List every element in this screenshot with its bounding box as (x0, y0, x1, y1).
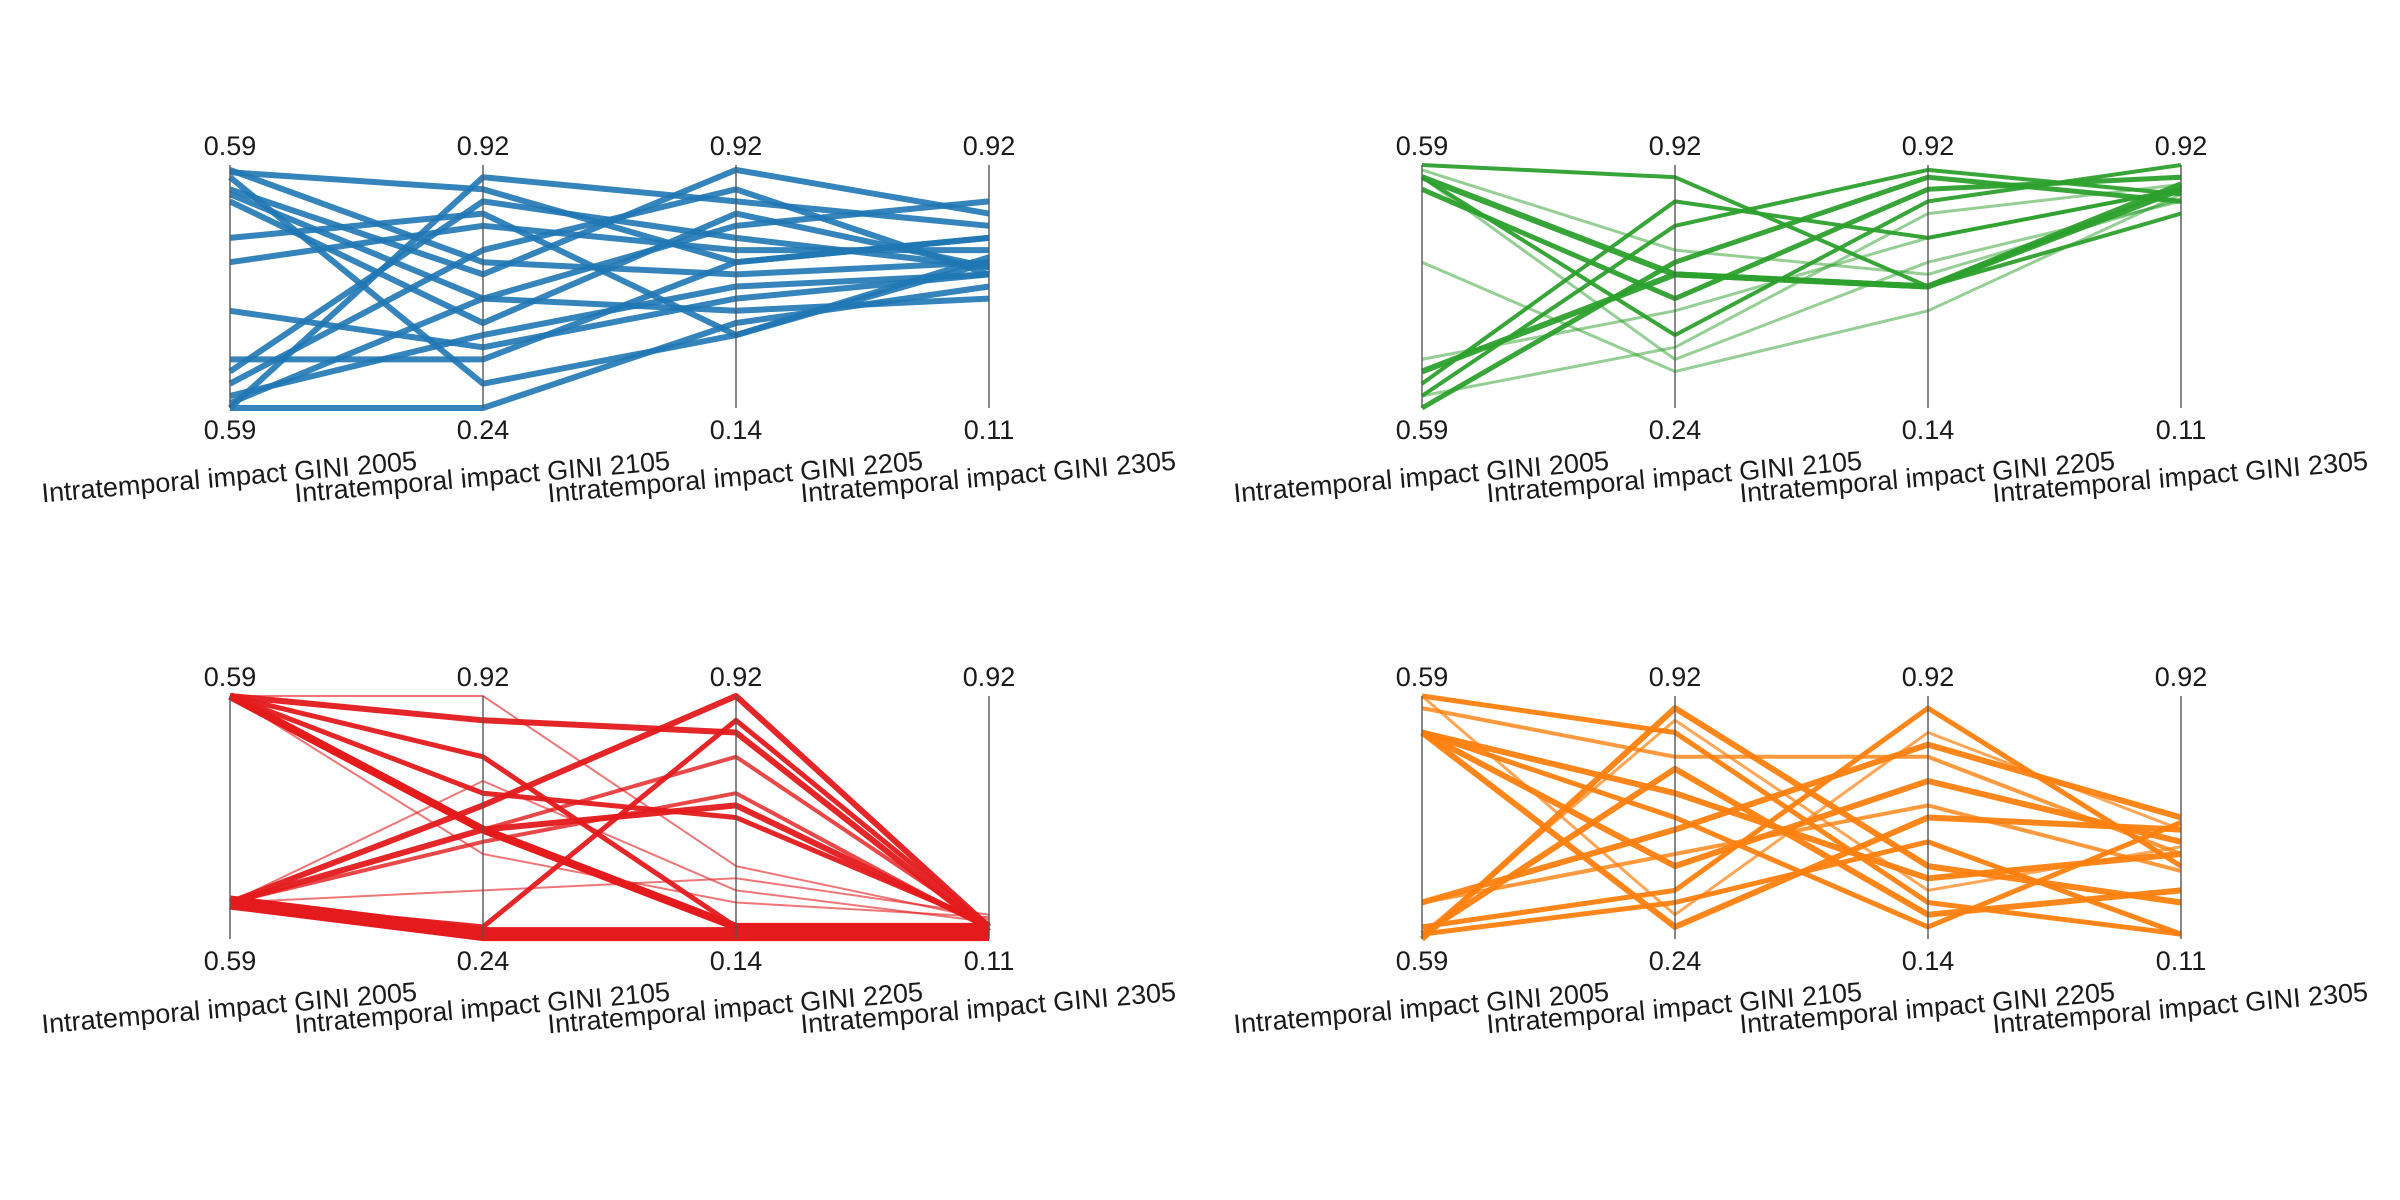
axis-min-label: 0.11 (964, 946, 1015, 976)
series-line-1 (1421, 729, 2182, 882)
axis-min-label: 0.14 (1902, 415, 1955, 445)
series-line-13 (1421, 694, 2182, 917)
axis-min-label: 0.59 (204, 415, 257, 445)
series-line-10 (228, 186, 990, 387)
series-line-5 (1419, 705, 2182, 942)
axis-min-label: 0.59 (204, 946, 257, 976)
series-line-14 (229, 210, 990, 339)
axis-max-label: 0.92 (457, 662, 510, 692)
series-line-11 (1421, 192, 2182, 373)
axis-min-label: 0.24 (1649, 946, 1702, 976)
axis-min-label: 0.14 (1902, 946, 1955, 976)
series-line-13 (1421, 182, 2182, 398)
series-line-11 (230, 695, 990, 921)
series-line-14 (229, 695, 990, 919)
series-line-15 (230, 234, 990, 363)
series-line-16 (228, 198, 990, 326)
axis-max-label: 0.59 (204, 131, 257, 161)
series-line-8 (1420, 167, 2182, 398)
axis-min-label: 0.14 (710, 946, 763, 976)
axis-max-label: 0.92 (710, 662, 763, 692)
axis-min-label: 0.24 (1649, 415, 1702, 445)
series-line-12 (1421, 168, 2182, 276)
axis-max-label: 0.92 (1649, 662, 1702, 692)
series-line-7 (1421, 693, 2182, 937)
axis-min-label: 0.11 (2156, 946, 2207, 976)
series-line-8 (229, 693, 990, 927)
axis-max-label: 0.59 (1396, 662, 1449, 692)
series-line-6 (229, 693, 990, 932)
axis-min-label: 0.24 (457, 415, 510, 445)
series-line-12 (1421, 803, 2182, 905)
series-line-8 (1421, 705, 2183, 930)
axis-max-label: 0.92 (2155, 662, 2208, 692)
series-lines (228, 692, 992, 942)
axis-max-label: 0.59 (1396, 131, 1449, 161)
series-line-13 (229, 780, 990, 923)
series-line-9 (1421, 175, 2182, 361)
axis-min-label: 0.11 (964, 415, 1015, 445)
series-line-7 (229, 717, 991, 930)
axis-min-label: 0.14 (710, 415, 763, 445)
axis-max-label: 0.92 (1902, 131, 1955, 161)
axis-max-label: 0.92 (2155, 131, 2208, 161)
series-line-14 (1421, 718, 2182, 936)
axis-max-label: 0.59 (204, 662, 257, 692)
axis-max-label: 0.92 (963, 131, 1016, 161)
series-line-10 (229, 791, 990, 932)
series-line-4 (229, 693, 991, 935)
series-lines (1420, 163, 2183, 411)
axis-min-label: 0.24 (457, 946, 510, 976)
series-line-10 (1421, 839, 2182, 937)
axis-max-label: 0.92 (1649, 131, 1702, 161)
axis-max-label: 0.92 (710, 131, 763, 161)
series-line-5 (228, 693, 992, 930)
axis-min-label: 0.11 (2156, 415, 2207, 445)
series-line-5 (1421, 163, 2182, 289)
series-line-10 (1421, 187, 2182, 361)
series-lines (1419, 693, 2183, 942)
series-line-11 (1421, 706, 2182, 856)
series-line-13 (229, 271, 990, 351)
axis-min-label: 0.59 (1396, 946, 1449, 976)
series-line-7 (230, 283, 990, 411)
axis-min-label: 0.59 (1396, 415, 1449, 445)
series-line-2 (1420, 765, 2182, 937)
axis-max-label: 0.92 (963, 662, 1016, 692)
series-line-12 (228, 198, 990, 406)
axis-max-label: 0.92 (1902, 662, 1955, 692)
series-line-2 (228, 692, 989, 931)
series-lines (227, 166, 990, 411)
series-line-9 (229, 694, 991, 929)
axis-max-label: 0.92 (457, 131, 510, 161)
series-line-1 (229, 895, 989, 942)
series-line-12 (229, 877, 990, 916)
